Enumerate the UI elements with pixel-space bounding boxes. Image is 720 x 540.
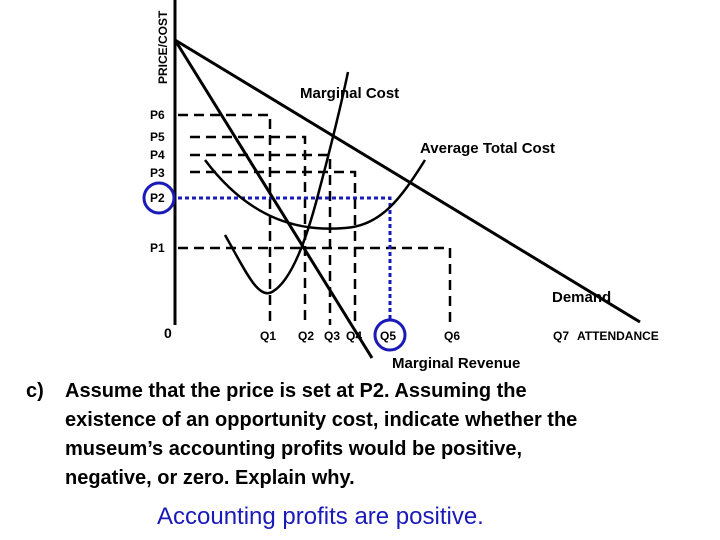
guide-p5-q2 xyxy=(190,135,307,325)
price-label: P4 xyxy=(150,148,165,162)
y-axis-label: PRICE/COST xyxy=(156,10,170,84)
guide-p2-q5 xyxy=(178,196,392,322)
quantity-label: Q7 xyxy=(553,329,569,343)
curve-label: Demand xyxy=(552,289,611,306)
guide-p4-q3 xyxy=(190,153,332,325)
guide-p1-q6 xyxy=(178,246,452,325)
average-total-cost-curve xyxy=(204,159,427,230)
question-line: Assume that the price is set at P2. Assu… xyxy=(65,380,527,402)
origin-label: 0 xyxy=(164,325,172,341)
price-label: P3 xyxy=(150,166,165,180)
question-line: existence of an opportunity cost, indica… xyxy=(65,409,577,431)
x-axis-label: ATTENDANCE xyxy=(577,329,659,343)
marginal-revenue-curve xyxy=(173,39,374,359)
guide-p3-q4 xyxy=(190,170,357,325)
curve-label: Marginal Cost xyxy=(300,85,399,102)
question-line: museum’s accounting profits would be pos… xyxy=(65,438,522,460)
price-label: P1 xyxy=(150,241,165,255)
question-label: c) xyxy=(26,380,44,402)
curve-label: Average Total Cost xyxy=(420,140,555,157)
quantity-label: Q3 xyxy=(324,329,340,343)
marginal-cost-curve xyxy=(223,71,350,295)
price-label: P2 xyxy=(150,191,165,205)
quantity-label: Q4 xyxy=(346,329,362,343)
highlight-circle xyxy=(142,181,176,215)
guide-p6-q1 xyxy=(178,113,272,325)
highlight-circle xyxy=(373,318,407,352)
demand-curve xyxy=(174,38,641,324)
price-label: P6 xyxy=(150,108,165,122)
answer: Accounting profits are positive. xyxy=(157,503,484,530)
question-line: negative, or zero. Explain why. xyxy=(65,467,355,489)
quantity-label: Q1 xyxy=(260,329,276,343)
quantity-label: Q6 xyxy=(444,329,460,343)
quantity-label: Q2 xyxy=(298,329,314,343)
price-label: P5 xyxy=(150,130,165,144)
quantity-label: Q5 xyxy=(380,329,396,343)
curve-label: Marginal Revenue xyxy=(392,355,520,372)
